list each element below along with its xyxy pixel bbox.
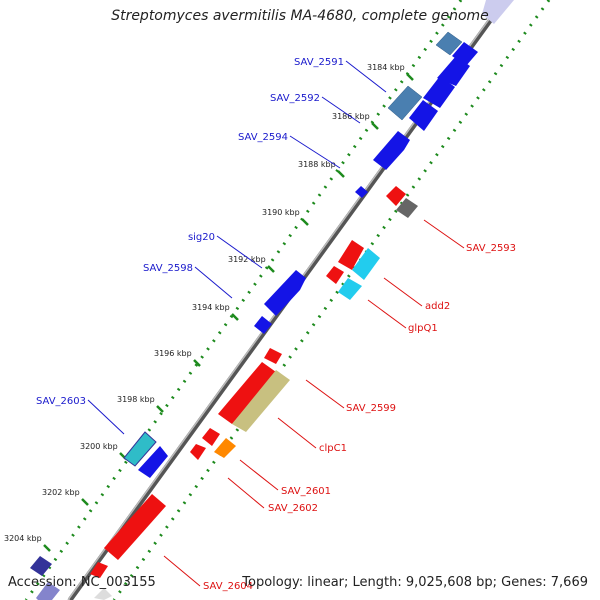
gene-label-glpq1[interactable]: glpQ1 [408, 323, 438, 334]
tick-mark [156, 405, 164, 413]
gene-feature-blue[interactable] [409, 100, 438, 131]
gene-feature-red[interactable] [326, 266, 344, 284]
leader-line [321, 96, 361, 124]
gene-feature-red[interactable] [90, 562, 108, 578]
tick-label: 3188 kbp [298, 160, 336, 169]
tick-mark [43, 544, 51, 552]
tick-mark [371, 122, 379, 130]
gene-feature-blue[interactable] [482, 0, 514, 24]
leader-line [163, 555, 201, 587]
tick-label: 3190 kbp [262, 208, 300, 217]
gene-feature-red[interactable] [190, 444, 206, 460]
leader-line [277, 417, 317, 449]
gene-label-sav_2601[interactable]: SAV_2601 [281, 486, 331, 497]
tick-label: 3202 kbp [42, 488, 80, 497]
gene-labels: SAV_2591 SAV_2592 SAV_2594 sig20 SAV_2598 SAV… [36, 57, 516, 592]
gene-feature-blue[interactable] [423, 76, 455, 108]
gene-feature-blue[interactable] [138, 446, 168, 478]
gene-feature-red[interactable] [338, 240, 364, 270]
gene-feature-blue[interactable] [254, 316, 272, 334]
gene-label-sav_2604[interactable]: SAV_2604 [203, 581, 253, 592]
gene-label-sav_2598[interactable]: SAV_2598 [143, 263, 193, 274]
forward-track [24, 0, 463, 600]
leader-line [216, 235, 263, 269]
leader-line [367, 299, 407, 329]
tick-mark [81, 498, 89, 506]
gene-label-sav_2599[interactable]: SAV_2599 [346, 403, 396, 414]
gene-features [30, 0, 514, 600]
gene-label-sav_2594[interactable]: SAV_2594 [238, 132, 288, 143]
gene-feature-red[interactable] [94, 588, 112, 600]
topology-text: Topology: linear; Length: 9,025,608 bp; … [242, 575, 588, 590]
tick-mark [231, 313, 239, 321]
gene-feature-blue[interactable] [435, 31, 463, 56]
gene-feature-red[interactable] [264, 348, 282, 364]
tick-mark [267, 265, 275, 273]
gene-feature-blue[interactable] [264, 270, 306, 316]
gene-feature-blue[interactable] [355, 186, 368, 198]
leader-line [87, 399, 125, 435]
gene-label-clpc1[interactable]: clpC1 [319, 443, 347, 454]
gene-feature-blue[interactable] [30, 556, 52, 576]
gene-label-sav_2591[interactable]: SAV_2591 [294, 57, 344, 68]
tick-label: 3196 kbp [154, 349, 192, 358]
reverse-track [112, 0, 551, 600]
gene-feature-blue[interactable] [373, 131, 410, 170]
tick-label: 3204 kbp [4, 534, 42, 543]
leader-line [383, 277, 423, 307]
tick-label: 3194 kbp [192, 303, 230, 312]
leader-line [227, 477, 265, 509]
gene-label-sav_2603[interactable]: SAV_2603 [36, 396, 86, 407]
gene-feature-blue[interactable] [437, 56, 470, 86]
tick-label: 3184 kbp [367, 63, 405, 72]
leader-line [423, 219, 465, 249]
gene-feature-blue[interactable] [123, 431, 157, 467]
label-leader-lines [87, 60, 465, 587]
gene-label-sig20[interactable]: sig20 [188, 232, 215, 243]
genome-title: Streptomyces avermitilis MA-4680, comple… [111, 8, 489, 24]
accession-text: Accession: NC_003155 [8, 575, 156, 590]
tick-mark [337, 170, 345, 178]
tick-label: 3192 kbp [228, 255, 266, 264]
gene-feature-red[interactable] [352, 248, 380, 280]
tick-label: 3200 kbp [80, 442, 118, 451]
gene-feature-blue[interactable] [387, 85, 423, 121]
leader-line [194, 266, 233, 299]
gene-feature-red[interactable] [396, 198, 418, 218]
leader-line [239, 459, 279, 491]
leader-line [345, 60, 387, 93]
gene-label-sav_2602[interactable]: SAV_2602 [268, 503, 318, 514]
gene-label-sav_2593[interactable]: SAV_2593 [466, 243, 516, 254]
gene-feature-red[interactable] [386, 186, 406, 206]
gene-feature-red[interactable] [218, 362, 276, 424]
gene-label-sav_2592[interactable]: SAV_2592 [270, 93, 320, 104]
gene-feature-red[interactable] [214, 438, 236, 458]
tick-mark [406, 73, 414, 81]
leader-line [289, 135, 341, 169]
gene-feature-red[interactable] [232, 370, 290, 432]
gene-feature-red[interactable] [104, 494, 166, 560]
gene-label-add2[interactable]: add2 [425, 301, 450, 312]
tick-mark [193, 359, 201, 367]
gene-feature-red[interactable] [338, 278, 362, 300]
leader-line [305, 379, 345, 409]
tick-mark [301, 218, 309, 226]
tick-label: 3198 kbp [117, 395, 155, 404]
gene-feature-red[interactable] [202, 428, 220, 446]
gene-feature-blue[interactable] [36, 582, 60, 600]
